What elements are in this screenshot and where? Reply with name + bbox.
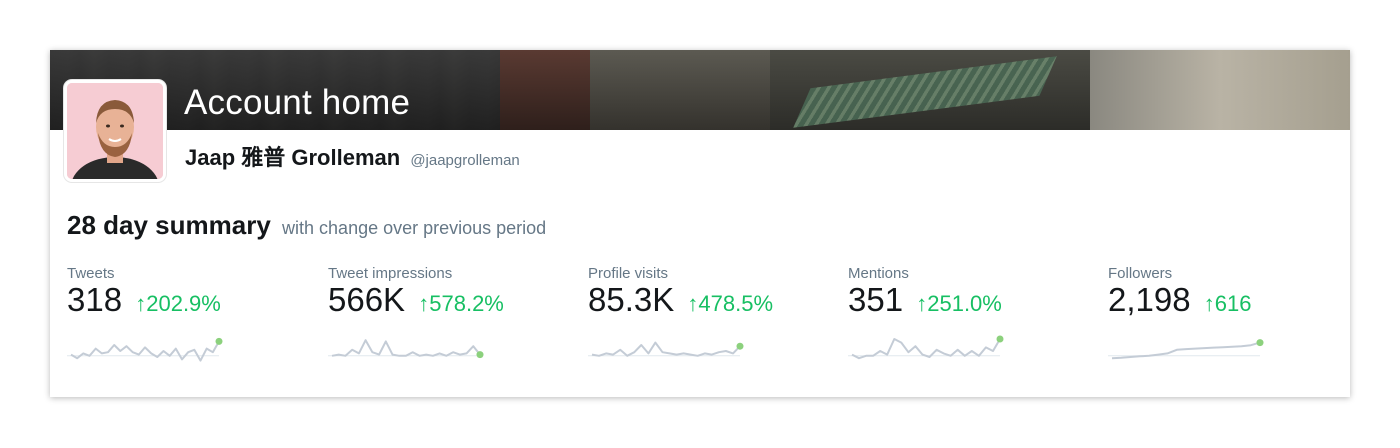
metric-value: 318 [67, 281, 123, 318]
metric-mentions[interactable]: Mentions 351 ↑251.0% [848, 265, 1088, 365]
metric-change: ↑251.0% [916, 291, 1002, 316]
arrow-up-icon: ↑ [135, 291, 147, 316]
metric-change-value: 202.9% [146, 291, 221, 316]
metric-tweets[interactable]: Tweets 318 ↑202.9% [67, 265, 307, 365]
metric-change-value: 251.0% [927, 291, 1002, 316]
metric-value: 2,198 [1108, 281, 1191, 318]
metric-label: Profile visits [588, 265, 669, 282]
sparkline-line [851, 338, 1001, 360]
sparkline-line [70, 340, 220, 362]
metric-change: ↑578.2% [418, 291, 504, 316]
arrow-up-icon: ↑ [687, 291, 699, 316]
sparkline [328, 339, 484, 359]
metric-value-row: 2,198 ↑616 [1108, 281, 1251, 319]
metric-followers[interactable]: Followers 2,198 ↑616 [1108, 265, 1348, 365]
metric-change: ↑478.5% [687, 291, 773, 316]
summary-subtitle: with change over previous period [282, 218, 547, 238]
metric-value-row: 85.3K ↑478.5% [588, 281, 773, 319]
metric-change-value: 578.2% [429, 291, 504, 316]
sparkline [1108, 339, 1264, 360]
banner-image-segment [1090, 50, 1350, 130]
sparkline [848, 335, 1004, 360]
arrow-up-icon: ↑ [418, 291, 430, 316]
summary-heading: 28 day summary with change over previous… [67, 210, 546, 241]
metric-label: Mentions [848, 265, 909, 282]
arrow-up-icon: ↑ [1203, 291, 1215, 316]
metric-value-row: 566K ↑578.2% [328, 281, 504, 319]
metric-change-value: 616 [1214, 291, 1252, 316]
metric-value: 566K [328, 281, 406, 318]
sparkline-end-dot [215, 337, 223, 345]
sparkline-line [1111, 341, 1261, 360]
banner-image-segment [500, 50, 590, 130]
sparkline-line [331, 339, 481, 357]
avatar-portrait-icon [67, 83, 163, 179]
metric-value-row: 351 ↑251.0% [848, 281, 1002, 319]
arrow-up-icon: ↑ [916, 291, 928, 316]
summary-title: 28 day summary [67, 210, 271, 240]
sparkline-line [591, 341, 741, 357]
sparkline [588, 341, 744, 357]
sparkline-end-dot [996, 335, 1004, 343]
metric-value-row: 318 ↑202.9% [67, 281, 221, 319]
avatar[interactable] [64, 80, 166, 182]
user-handle[interactable]: @jaapgrolleman [410, 152, 520, 169]
sparkline-end-dot [736, 342, 744, 350]
metric-label: Tweets [67, 265, 115, 282]
user-name[interactable]: Jaap 雅普 Grolleman @jaapgrolleman [185, 140, 520, 172]
account-home-card: Account home Jaap 雅普 Grolleman @jaapgrol… [50, 50, 1350, 397]
metric-change: ↑202.9% [135, 291, 221, 316]
metric-value: 351 [848, 281, 904, 318]
metric-change: ↑616 [1204, 291, 1252, 316]
metric-label: Tweet impressions [328, 265, 453, 282]
metric-profile-visits[interactable]: Profile visits 85.3K ↑478.5% [588, 265, 828, 365]
header-banner [50, 50, 1350, 130]
sparkline-end-dot [476, 351, 484, 359]
banner-image-segment [590, 50, 770, 130]
sparkline [67, 337, 223, 362]
sparkline-end-dot [1256, 339, 1264, 347]
metric-tweet-impressions[interactable]: Tweet impressions 566K ↑578.2% [328, 265, 568, 365]
page-title: Account home [184, 83, 411, 122]
metric-label: Followers [1108, 265, 1173, 282]
user-display-name[interactable]: Jaap 雅普 Grolleman [185, 145, 401, 170]
metric-change-value: 478.5% [698, 291, 774, 316]
metric-value: 85.3K [588, 281, 675, 318]
